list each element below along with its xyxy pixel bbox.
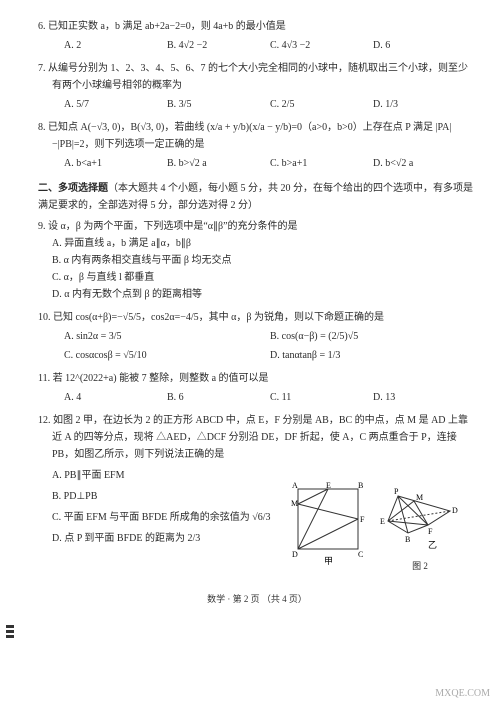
q11-opt-a: A. 4: [64, 389, 167, 406]
q8-stem: 已知点 A(−√3, 0)，B(√3, 0)，若曲线 (x/a + y/b)(x…: [48, 122, 451, 150]
q9-opt-c: C. α，β 与直线 l 都垂直: [52, 269, 476, 286]
q7-opt-b: B. 3/5: [167, 96, 270, 113]
svg-text:乙: 乙: [428, 540, 437, 550]
q10-num: 10.: [38, 312, 51, 323]
binder-marks: [6, 625, 14, 638]
q7-opt-d: D. 1/3: [373, 96, 476, 113]
q10-opt-a: A. sin2α = 3/5: [64, 328, 270, 345]
watermark: MXQE.COM: [435, 685, 490, 702]
svg-text:B: B: [358, 481, 363, 490]
q9-stem: 设 α，β 为两个平面，下列选项中是“α∥β”的充分条件的是: [48, 221, 298, 232]
svg-text:C: C: [358, 550, 363, 559]
q8-opt-d: D. b<√2 a: [373, 155, 476, 172]
svg-text:P: P: [394, 487, 399, 496]
q6-opt-b: B. 4√2 −2: [167, 37, 270, 54]
svg-text:A: A: [292, 481, 298, 490]
section2-title: 二、多项选择题: [38, 183, 108, 194]
q11-opt-d: D. 13: [373, 389, 476, 406]
q9-num: 9.: [38, 221, 46, 232]
svg-text:F: F: [428, 527, 433, 536]
fig2-caption: 图 2: [374, 559, 466, 574]
q10-opt-d: D. tanαtanβ = 1/3: [270, 347, 476, 364]
fig-jia: A E B M F D C 甲: [290, 481, 368, 574]
svg-text:E: E: [326, 481, 331, 490]
fig-yi: P E B F D M 乙 图 2: [374, 481, 466, 574]
q8-opt-c: C. b>a+1: [270, 155, 373, 172]
q7-stem: 从编号分别为 1、2、3、4、5、6、7 的七个大小完全相同的小球中，随机取出三…: [48, 63, 468, 91]
q6-opt-c: C. 4√3 −2: [270, 37, 373, 54]
svg-text:B: B: [405, 535, 410, 544]
svg-text:F: F: [360, 515, 365, 524]
q11-num: 11.: [38, 373, 50, 384]
q8-opt-b: B. b>√2 a: [167, 155, 270, 172]
q11-stem: 若 12^(2022+a) 能被 7 整除，则整数 a 的值可以是: [53, 373, 269, 384]
q12-num: 12.: [38, 415, 51, 426]
q6-opt-a: A. 2: [64, 37, 167, 54]
q9-opt-d: D. α 内有无数个点到 β 的距离相等: [52, 286, 476, 303]
q8-opt-a: A. b<a+1: [64, 155, 167, 172]
q12-figures: A E B M F D C 甲 P E B F: [38, 481, 476, 574]
q11-opt-b: B. 6: [167, 389, 270, 406]
svg-text:M: M: [291, 499, 298, 508]
svg-text:D: D: [452, 506, 458, 515]
q6-stem: 已知正实数 a，b 满足 ab+2a−2=0，则 4a+b 的最小值是: [48, 21, 286, 32]
q9-opt-a: A. 异面直线 a，b 满足 a∥α，b∥β: [52, 235, 476, 252]
q8-num: 8.: [38, 122, 46, 133]
svg-text:E: E: [380, 517, 385, 526]
svg-text:M: M: [416, 493, 423, 502]
q10-stem: 已知 cos(α+β)=−√5/5，cos2α=−4/5，其中 α，β 为锐角，…: [53, 312, 384, 323]
q10-opt-b: B. cos(α−β) = (2/5)√5: [270, 328, 476, 345]
q6-num: 6.: [38, 21, 46, 32]
q10-opt-c: C. cosαcosβ = √5/10: [64, 347, 270, 364]
q7-num: 7.: [38, 63, 46, 74]
q11-opt-c: C. 11: [270, 389, 373, 406]
q7-opt-a: A. 5/7: [64, 96, 167, 113]
q7-opt-c: C. 2/5: [270, 96, 373, 113]
q12-stem: 如图 2 甲，在边长为 2 的正方形 ABCD 中，点 E，F 分别是 AB，B…: [52, 415, 468, 460]
page-footer: 数学 · 第 2 页 （共 4 页）: [38, 592, 476, 607]
q9-opt-b: B. α 内有两条相交直线与平面 β 均无交点: [52, 252, 476, 269]
svg-text:甲: 甲: [324, 556, 333, 566]
svg-text:D: D: [292, 550, 298, 559]
q6-opt-d: D. 6: [373, 37, 476, 54]
